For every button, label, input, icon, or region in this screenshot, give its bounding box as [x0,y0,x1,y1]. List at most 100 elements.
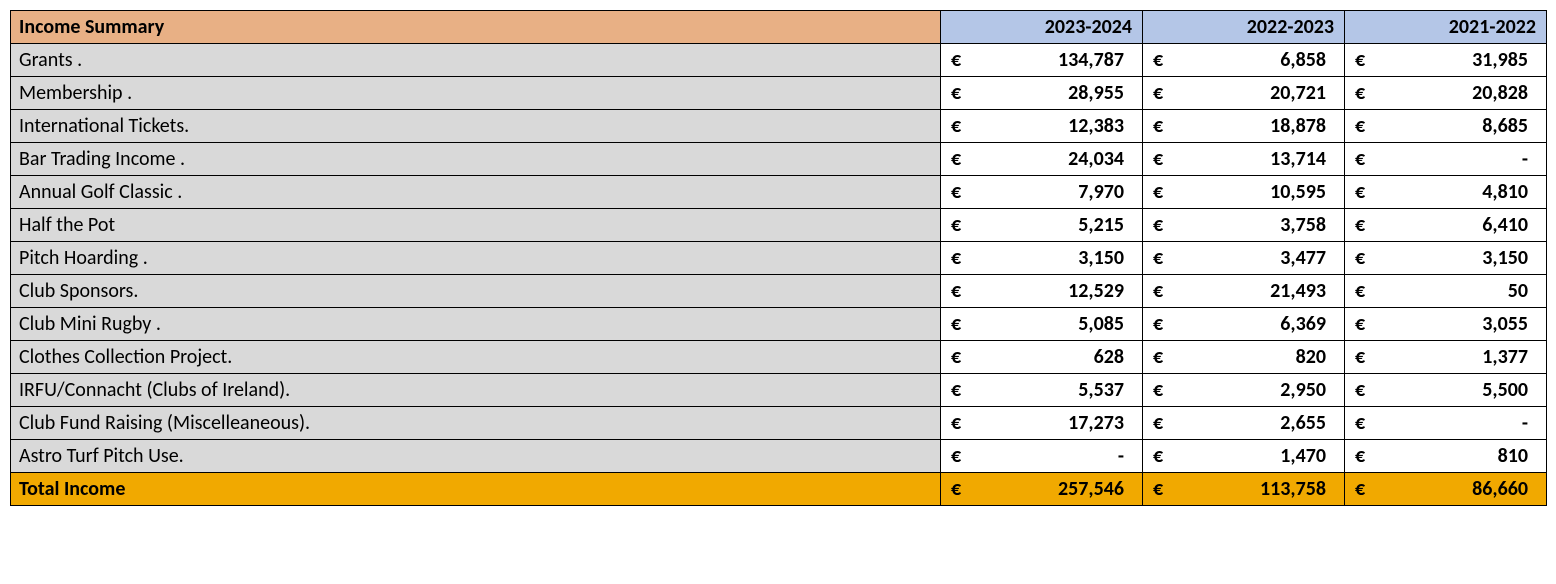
value-cell: 12,383 [971,110,1143,143]
value-cell: - [1375,407,1547,440]
total-value-cell: 257,546 [971,473,1143,506]
value-cell: 628 [971,341,1143,374]
value-cell: 5,500 [1375,374,1547,407]
table-row: Astro Turf Pitch Use.€-€1,470€810 [11,440,1547,473]
row-label: Astro Turf Pitch Use. [11,440,941,473]
col-header-2: 2021-2022 [1345,11,1547,44]
value-cell: 3,477 [1173,242,1345,275]
table-row: International Tickets.€12,383€18,878€8,6… [11,110,1547,143]
income-summary-table: Income Summary 2023-2024 2022-2023 2021-… [10,10,1547,506]
value-cell: 31,985 [1375,44,1547,77]
value-cell: 13,714 [1173,143,1345,176]
total-row: Total Income€257,546€113,758€86,660 [11,473,1547,506]
currency-cell: € [941,308,971,341]
total-value-cell: 113,758 [1173,473,1345,506]
row-label: Half the Pot [11,209,941,242]
value-cell: 18,878 [1173,110,1345,143]
table-row: Pitch Hoarding .€3,150€3,477€3,150 [11,242,1547,275]
currency-cell: € [1345,341,1375,374]
currency-cell: € [1345,176,1375,209]
table-row: Grants .€134,787€6,858€31,985 [11,44,1547,77]
value-cell: 20,721 [1173,77,1345,110]
table-row: Half the Pot€5,215€3,758€6,410 [11,209,1547,242]
currency-cell: € [1143,275,1173,308]
currency-cell: € [1345,473,1375,506]
total-value-cell: 86,660 [1375,473,1547,506]
value-cell: 2,950 [1173,374,1345,407]
currency-cell: € [1345,242,1375,275]
table-row: Bar Trading Income .€24,034€13,714€- [11,143,1547,176]
value-cell: 20,828 [1375,77,1547,110]
currency-cell: € [1345,440,1375,473]
currency-cell: € [1345,275,1375,308]
value-cell: 28,955 [971,77,1143,110]
value-cell: 1,470 [1173,440,1345,473]
value-cell: - [971,440,1143,473]
value-cell: 17,273 [971,407,1143,440]
row-label: Club Sponsors. [11,275,941,308]
currency-cell: € [941,341,971,374]
currency-cell: € [941,44,971,77]
value-cell: 6,858 [1173,44,1345,77]
value-cell: 820 [1173,341,1345,374]
row-label: IRFU/Connacht (Clubs of Ireland). [11,374,941,407]
value-cell: 21,493 [1173,275,1345,308]
currency-cell: € [1345,143,1375,176]
header-row: Income Summary 2023-2024 2022-2023 2021-… [11,11,1547,44]
currency-cell: € [941,143,971,176]
row-label: Pitch Hoarding . [11,242,941,275]
col-header-0: 2023-2024 [941,11,1143,44]
currency-cell: € [941,473,971,506]
value-cell: 7,970 [971,176,1143,209]
currency-cell: € [941,77,971,110]
row-label: Club Mini Rugby . [11,308,941,341]
row-label: International Tickets. [11,110,941,143]
value-cell: - [1375,143,1547,176]
value-cell: 134,787 [971,44,1143,77]
value-cell: 3,055 [1375,308,1547,341]
table-row: Annual Golf Classic .€7,970€10,595€4,810 [11,176,1547,209]
currency-cell: € [941,209,971,242]
value-cell: 1,377 [1375,341,1547,374]
value-cell: 10,595 [1173,176,1345,209]
currency-cell: € [1143,407,1173,440]
value-cell: 50 [1375,275,1547,308]
table-row: Club Sponsors.€12,529€21,493€50 [11,275,1547,308]
currency-cell: € [1345,407,1375,440]
row-label: Grants . [11,44,941,77]
value-cell: 5,537 [971,374,1143,407]
currency-cell: € [941,407,971,440]
currency-cell: € [1143,374,1173,407]
row-label: Clothes Collection Project. [11,341,941,374]
value-cell: 810 [1375,440,1547,473]
value-cell: 6,369 [1173,308,1345,341]
row-label: Membership . [11,77,941,110]
currency-cell: € [941,242,971,275]
currency-cell: € [941,440,971,473]
currency-cell: € [941,176,971,209]
value-cell: 24,034 [971,143,1143,176]
currency-cell: € [941,275,971,308]
currency-cell: € [1143,242,1173,275]
total-label: Total Income [11,473,941,506]
value-cell: 3,150 [1375,242,1547,275]
currency-cell: € [1143,110,1173,143]
currency-cell: € [1143,473,1173,506]
currency-cell: € [1345,77,1375,110]
currency-cell: € [1345,374,1375,407]
row-label: Club Fund Raising (Miscelleaneous). [11,407,941,440]
currency-cell: € [1143,143,1173,176]
value-cell: 6,410 [1375,209,1547,242]
value-cell: 2,655 [1173,407,1345,440]
currency-cell: € [1345,110,1375,143]
value-cell: 5,215 [971,209,1143,242]
value-cell: 8,685 [1375,110,1547,143]
value-cell: 12,529 [971,275,1143,308]
value-cell: 5,085 [971,308,1143,341]
currency-cell: € [941,374,971,407]
table-row: Club Mini Rugby .€5,085€6,369€3,055 [11,308,1547,341]
currency-cell: € [1345,44,1375,77]
col-header-1: 2022-2023 [1143,11,1345,44]
currency-cell: € [1345,209,1375,242]
currency-cell: € [1345,308,1375,341]
